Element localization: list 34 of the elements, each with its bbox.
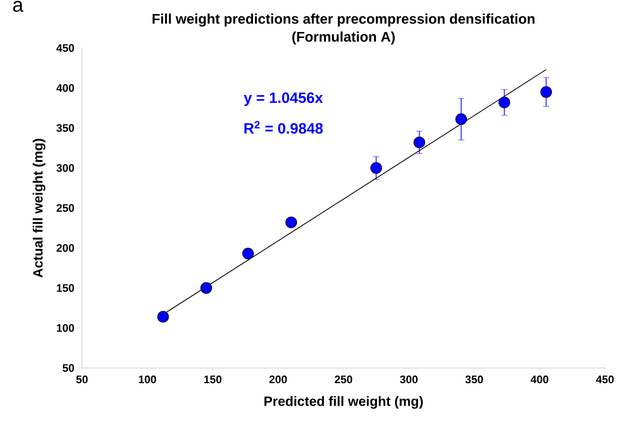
point xyxy=(242,248,254,260)
point xyxy=(200,282,212,294)
x-tick-label: 150 xyxy=(204,376,222,384)
y-tick-label: 50 xyxy=(62,364,74,372)
y-tick-label: 150 xyxy=(56,284,74,292)
x-tick-label: 300 xyxy=(400,376,418,384)
point xyxy=(540,86,552,98)
x-tick-label: 50 xyxy=(76,376,88,384)
x-tick-label: 350 xyxy=(465,376,483,384)
x-tick-label: 450 xyxy=(596,376,614,384)
y-tick-label: 300 xyxy=(56,164,74,172)
point xyxy=(285,216,298,228)
y-axis-title: Actual fill weight (mg) xyxy=(32,138,46,278)
x-tick-label: 200 xyxy=(269,376,287,384)
y-tick-label: 400 xyxy=(56,84,74,92)
point xyxy=(498,96,510,108)
annotation: y = 1.0456x xyxy=(244,92,323,106)
point xyxy=(370,162,382,174)
x-tick-label: 400 xyxy=(530,376,548,384)
text: a xyxy=(13,0,24,12)
x-axis-title: Predicted fill weight (mg) xyxy=(264,396,423,409)
point xyxy=(414,136,426,148)
x-tick-label: 100 xyxy=(138,376,156,384)
annotation: R$^{2}$ = 0.9848 xyxy=(244,121,323,134)
point xyxy=(455,113,467,125)
point xyxy=(157,310,169,323)
x-tick-label: 250 xyxy=(334,376,352,384)
y-tick-label: 100 xyxy=(56,324,74,332)
chart-title: Fill weight predictions after precompression densification xyxy=(152,14,534,27)
y-tick-label: 350 xyxy=(56,124,74,132)
y-tick-label: 200 xyxy=(56,244,74,252)
y-tick-label: 450 xyxy=(56,44,74,52)
y-tick-label: 250 xyxy=(56,204,74,212)
chart-subtitle: (Formulation A) xyxy=(292,31,395,44)
